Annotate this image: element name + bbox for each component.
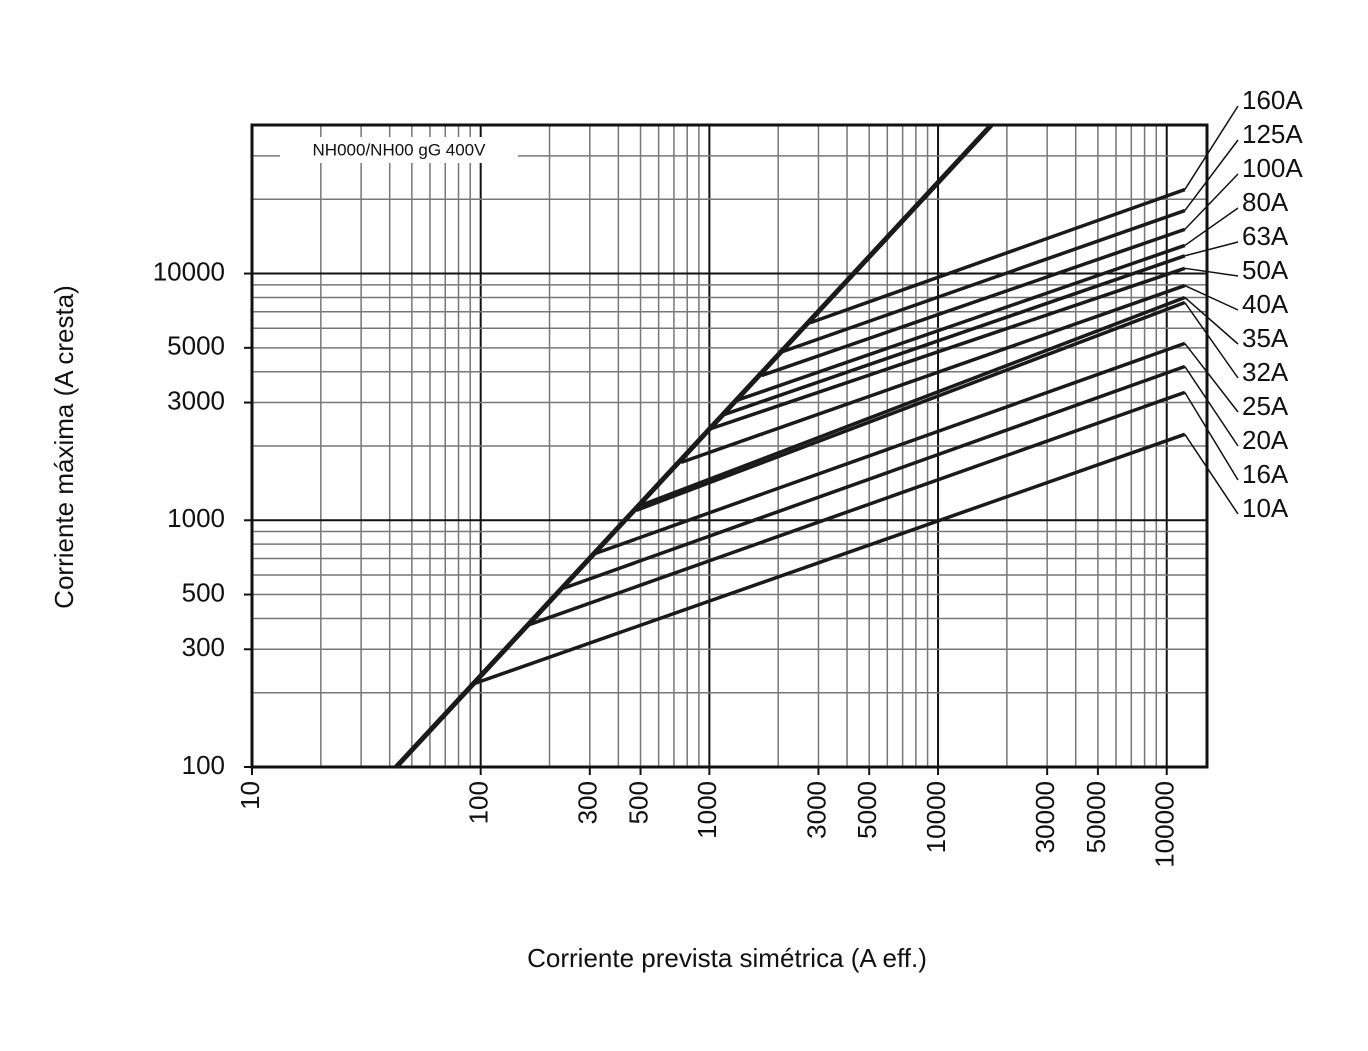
plot-frame xyxy=(250,123,1209,769)
x-tick-label: 300 xyxy=(573,781,603,824)
x-axis-label: Corriente prevista simétrica (A eff.) xyxy=(527,943,927,973)
legend-label: 63A xyxy=(1242,221,1289,251)
y-tick-label: 10000 xyxy=(153,256,225,286)
legend-label: 50A xyxy=(1242,255,1289,285)
x-tick-label: 10 xyxy=(235,781,265,810)
series-line xyxy=(563,364,1186,590)
legend-leader xyxy=(1184,366,1239,447)
legend-leader xyxy=(1184,241,1239,257)
series-line xyxy=(635,300,1186,512)
legend-leader xyxy=(1184,267,1239,277)
chart-title: NH000/NH00 gG 400V xyxy=(313,140,487,159)
x-tick-label: 500 xyxy=(623,781,653,824)
x-tick-label: 50000 xyxy=(1081,781,1111,853)
legend-leader xyxy=(1184,342,1239,413)
legend-leader xyxy=(1184,296,1239,345)
legend-leader xyxy=(1184,433,1239,515)
legend-label: 35A xyxy=(1242,323,1289,353)
y-axis-label: Corriente máxima (A cresta) xyxy=(49,285,79,609)
series-line xyxy=(527,390,1186,627)
legend-label: 80A xyxy=(1242,187,1289,217)
legend-leader xyxy=(1184,139,1239,212)
legend-label: 10A xyxy=(1242,493,1289,523)
legend-leader xyxy=(1184,284,1239,311)
series-line xyxy=(394,123,994,769)
legend-leader xyxy=(1184,302,1239,379)
legend-label: 160A xyxy=(1242,85,1303,115)
y-tick-label: 1000 xyxy=(167,503,225,533)
series-line xyxy=(710,266,1186,431)
series-line xyxy=(809,187,1186,325)
legend-leader xyxy=(1184,173,1239,230)
legend-label: 20A xyxy=(1242,425,1289,455)
legend-label: 100A xyxy=(1242,153,1303,183)
x-tick-label: 5000 xyxy=(852,781,882,839)
legend-leader xyxy=(1184,207,1239,247)
series-line xyxy=(720,254,1186,418)
y-tick-label: 300 xyxy=(182,632,225,662)
x-tick-label: 100 xyxy=(464,781,494,824)
x-tick-label: 30000 xyxy=(1030,781,1060,853)
legend-label: 32A xyxy=(1242,357,1289,387)
legend-leader xyxy=(1184,105,1239,190)
x-tick-label: 100000 xyxy=(1150,781,1180,868)
series-line xyxy=(680,283,1186,464)
x-tick-label: 10000 xyxy=(921,781,951,853)
series-line xyxy=(595,341,1186,555)
y-tick-label: 3000 xyxy=(167,385,225,415)
y-tick-label: 500 xyxy=(182,577,225,607)
series-line xyxy=(760,227,1186,378)
title-box xyxy=(280,137,518,163)
legend-label: 16A xyxy=(1242,459,1289,489)
y-tick-label: 100 xyxy=(182,750,225,780)
legend-leader xyxy=(1184,391,1239,481)
series-line xyxy=(640,295,1186,507)
y-tick-label: 5000 xyxy=(167,331,225,361)
series-line xyxy=(735,243,1186,403)
legend-label: 25A xyxy=(1242,391,1289,421)
series-line xyxy=(469,432,1186,687)
series-line xyxy=(779,208,1186,355)
legend-label: 125A xyxy=(1242,119,1303,149)
x-tick-label: 3000 xyxy=(801,781,831,839)
legend-label: 40A xyxy=(1242,289,1289,319)
x-tick-label: 1000 xyxy=(692,781,722,839)
